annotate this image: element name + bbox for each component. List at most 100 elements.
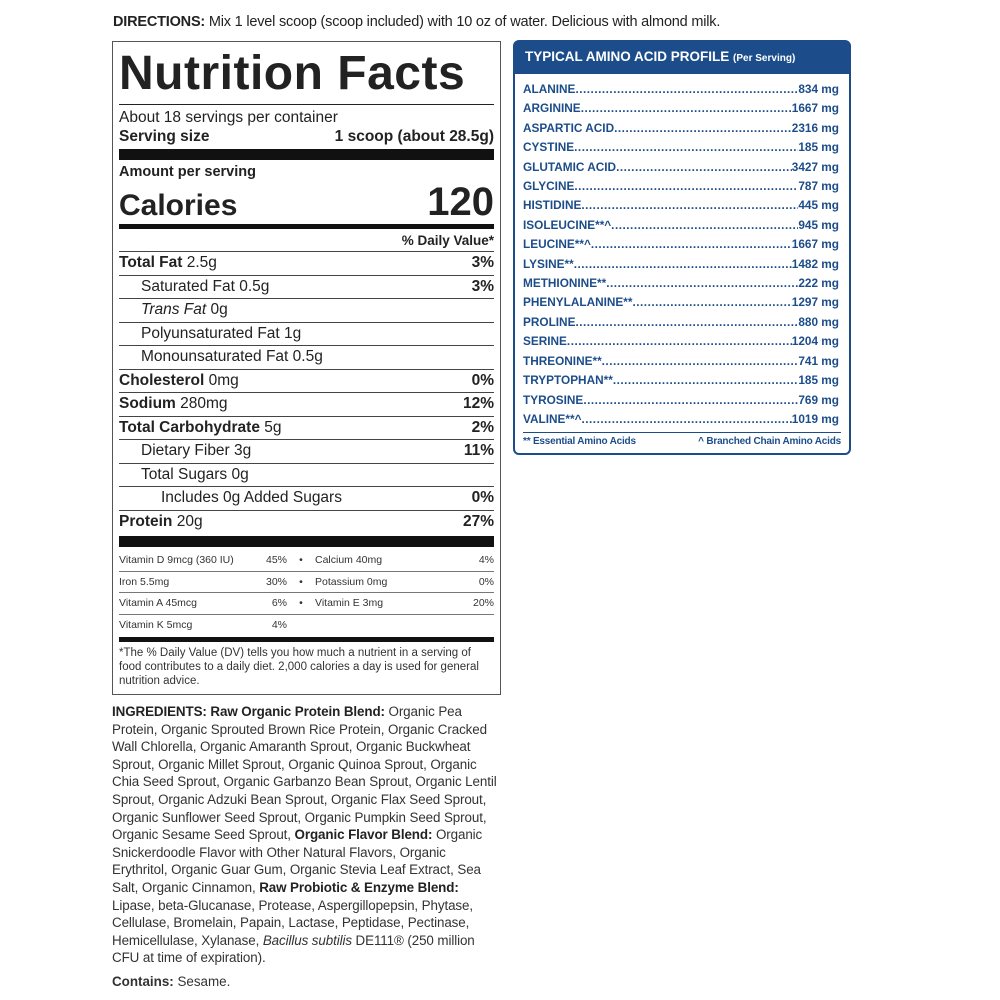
amino-name: TYROSINE	[523, 392, 584, 407]
dot-leader	[581, 99, 792, 118]
amino-row: THREONINE** 741 mg	[523, 352, 839, 371]
nutrient-label: Polyunsaturated Fat	[141, 324, 280, 342]
bullet: •	[299, 575, 303, 588]
directions: DIRECTIONS: Mix 1 level scoop (scoop inc…	[113, 14, 721, 30]
divider-thick	[119, 149, 494, 160]
nutrient-dv: 3%	[471, 277, 494, 295]
amino-value: 185 mg	[798, 140, 839, 155]
vitamin-dv: 4%	[271, 618, 287, 631]
amino-value: 445 mg	[798, 198, 839, 213]
contains: Contains: Sesame.	[112, 973, 231, 989]
vitamin-name: Potassium 0mg	[315, 575, 388, 588]
amino-name: TRYPTOPHAN**	[523, 373, 613, 388]
nutrient-amount: 0.5g	[292, 348, 323, 365]
ingredient-text: Raw Organic Protein Blend:	[206, 704, 385, 719]
nutrient-name: Monounsaturated Fat 0.5g	[119, 346, 323, 369]
amino-name: SERINE	[523, 334, 567, 349]
nutrient-name: Saturated Fat 0.5g	[119, 276, 269, 299]
dot-leader	[567, 332, 792, 351]
nutrient-row: Dietary Fiber 3g 11%	[119, 440, 494, 464]
serving-size: Serving size 1 scoop (about 28.5g)	[119, 128, 494, 145]
amino-row: PROLINE 880 mg	[523, 313, 839, 332]
daily-value-header: % Daily Value*	[119, 231, 494, 252]
nutrient-row: Trans Fat 0g	[119, 299, 494, 323]
amino-value: 787 mg	[798, 179, 839, 194]
dot-leader	[581, 410, 791, 429]
vitamin-row: Vitamin K 5mcg 4%	[119, 615, 494, 636]
nutrient-dv: 2%	[471, 418, 494, 436]
nutrient-amount: 5g	[264, 418, 282, 436]
nutrient-amount: 0g	[231, 465, 249, 483]
amino-value: 945 mg	[798, 217, 839, 232]
nutrient-row: Monounsaturated Fat 0.5g	[119, 346, 494, 370]
nutrient-row: Sodium 280mg 12%	[119, 393, 494, 417]
amino-row: PHENYLALANINE** 1297 mg	[523, 293, 839, 312]
amino-value: 3427 mg	[791, 159, 839, 174]
amino-name: CYSTINE	[523, 140, 575, 155]
nutrient-name: Total Fat 2.5g	[119, 252, 217, 275]
dot-leader	[574, 138, 798, 157]
amino-legend: ** Essential Amino Acids ^ Branched Chain…	[523, 432, 841, 447]
divider-medium	[119, 637, 494, 642]
nutrient-amount: 0.5g	[239, 277, 270, 295]
amino-row: TYROSINE 769 mg	[523, 391, 839, 410]
amino-name: ARGININE	[523, 101, 581, 116]
bullet: •	[299, 597, 303, 609]
nutrient-row: Cholesterol 0mg 0%	[119, 370, 494, 393]
amino-name: HISTIDINE	[523, 198, 582, 213]
nutrient-name: Trans Fat 0g	[119, 299, 228, 322]
amino-row: SERINE 1204 mg	[523, 332, 839, 351]
nutrient-amount: 1g	[284, 324, 302, 342]
ingredient-text: Organic Snickerdoodle Flavor with Other …	[112, 827, 483, 895]
nutrient-name: Dietary Fiber 3g	[119, 440, 251, 463]
nutrient-dv: 3%	[471, 254, 494, 271]
amino-value: 834 mg	[798, 82, 839, 96]
amino-value: 2316 mg	[791, 120, 839, 135]
amino-value: 1667 mg	[791, 237, 839, 252]
amino-row: METHIONINE** 222 mg	[523, 274, 839, 293]
vitamin-dv: 4%	[478, 554, 494, 566]
nutrient-label: Total Carbohydrate	[119, 418, 260, 436]
nutrient-name: Sodium 280mg	[119, 393, 228, 416]
amino-acid-profile: TYPICAL AMINO ACID PROFILE (Per Serving)…	[513, 40, 851, 456]
nutrient-dv: 0%	[471, 489, 494, 506]
dot-leader	[575, 80, 798, 99]
nutrient-dv: 11%	[463, 442, 494, 459]
vitamin-dv: 45%	[265, 554, 287, 566]
amino-value: 769 mg	[798, 392, 839, 407]
ingredient-text: Organic Pea Protein, Organic Sprouted Br…	[112, 704, 497, 843]
nutrient-dv: 12%	[462, 395, 494, 412]
vitamin-name: Vitamin D 9mcg (360 IU)	[119, 554, 234, 566]
amino-row: HISTIDINE 445 mg	[523, 196, 839, 215]
dot-leader	[606, 274, 798, 293]
amino-row: ASPARTIC ACID 2316 mg	[523, 119, 839, 138]
amino-value: 185 mg	[798, 373, 839, 388]
amino-value: 1019 mg	[791, 411, 839, 426]
bullet: •	[299, 554, 303, 566]
nutrition-facts-panel: Nutrition Facts About 18 servings per co…	[112, 41, 501, 695]
nutrient-dv: 0%	[471, 371, 494, 389]
dot-leader	[583, 391, 798, 410]
nutrient-label: Total Sugars	[141, 465, 228, 483]
nutrient-rows: Total Fat 2.5g 3% Saturated Fat 0.5g 3% Tran…	[119, 252, 494, 533]
vitamin-dv: 20%	[472, 597, 494, 609]
nutrient-row: Polyunsaturated Fat 1g	[119, 323, 494, 346]
vitamin-row: Vitamin A 45mcg 6% • Vitamin E 3mg 20%	[119, 593, 494, 615]
vitamin-row: Iron 5.5mg 30% • Potassium 0mg 0%	[119, 572, 494, 593]
amino-name: GLYCINE	[523, 179, 575, 194]
amino-name: METHIONINE**	[523, 276, 607, 291]
nutrient-name: Total Sugars 0g	[119, 464, 249, 487]
dot-leader	[581, 196, 798, 215]
amino-value: 222 mg	[798, 276, 839, 291]
vitamin-cell: Vitamin D 9mcg (360 IU) 45%	[119, 550, 287, 571]
nutrient-amount: 0g	[210, 301, 228, 318]
calories-row: Calories 120	[119, 180, 494, 224]
nutrition-title: Nutrition Facts	[119, 44, 494, 105]
nutrient-row: Total Fat 2.5g 3%	[119, 252, 494, 276]
footnote: *The % Daily Value (DV) tells you how mu…	[119, 647, 479, 687]
amino-row: ISOLEUCINE**^ 945 mg	[523, 216, 839, 235]
nutrient-row: Protein 20g 27%	[119, 511, 494, 534]
vitamin-cell: Iron 5.5mg 30%	[119, 572, 287, 593]
nutrient-label: Protein	[119, 512, 173, 530]
dot-leader	[575, 313, 798, 332]
